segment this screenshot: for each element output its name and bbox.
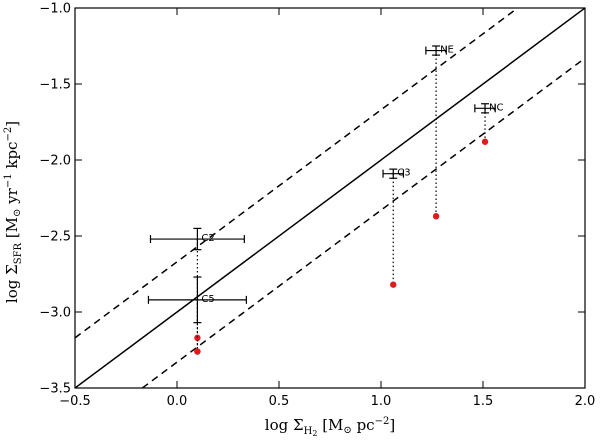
- data-point-nc: NC: [474, 102, 504, 145]
- y-tick-label-0: −3.5: [39, 382, 71, 397]
- x-tick-label-3: 1.0: [371, 394, 392, 409]
- corrected-point-nc-1: [481, 138, 489, 145]
- y-tick-label-2: −2.5: [39, 230, 71, 245]
- point-label-c5: C5: [201, 294, 214, 305]
- fit-line-dashed-1: [75, 8, 519, 339]
- point-label-nc: NC: [489, 102, 503, 113]
- y-tick-label-1: −3.0: [39, 306, 71, 321]
- point-label-ne: NE: [440, 45, 454, 56]
- fit-line-dashed-2: [141, 57, 585, 388]
- plot-points: C2 C5 C3 NE NC: [147, 45, 504, 355]
- point-label-c3: C3: [397, 168, 410, 179]
- x-tick-label-5: 2.0: [575, 394, 596, 409]
- x-tick-label-4: 1.5: [473, 394, 494, 409]
- data-point-c3: C3: [382, 168, 411, 288]
- fit-line-solid: [75, 8, 585, 388]
- plot-lines: [75, 8, 585, 388]
- point-label-c2: C2: [201, 233, 214, 244]
- corrected-point-ne-1: [432, 213, 440, 220]
- y-tick-label-5: −1.0: [39, 2, 71, 17]
- data-point-ne: NE: [425, 45, 454, 220]
- x-tick-label-1: 0.0: [167, 394, 188, 409]
- x-tick-label-0: −0.5: [59, 394, 91, 409]
- y-axis-label: log ΣSFR [M⊙ yr−1 kpc−2]: [3, 121, 24, 303]
- data-point-c5: C5: [147, 276, 247, 355]
- y-tick-label-4: −1.5: [39, 78, 71, 93]
- corrected-point-c3-1: [390, 281, 397, 288]
- corrected-point-c2-1: [194, 334, 201, 342]
- plot-ticks: −0.5 0.0 0.5 1.0 1.5 2.0 −3.5 −3.0 −2.5 −2.0 −1.5 −…: [39, 2, 595, 410]
- x-axis-label: log ΣH2 [M⊙ pc−2]: [265, 416, 395, 438]
- x-tick-label-2: 0.5: [269, 394, 290, 409]
- corrected-point-c5-1: [194, 348, 201, 355]
- plot-frame: [74, 7, 586, 389]
- y-tick-label-3: −2.0: [39, 154, 71, 169]
